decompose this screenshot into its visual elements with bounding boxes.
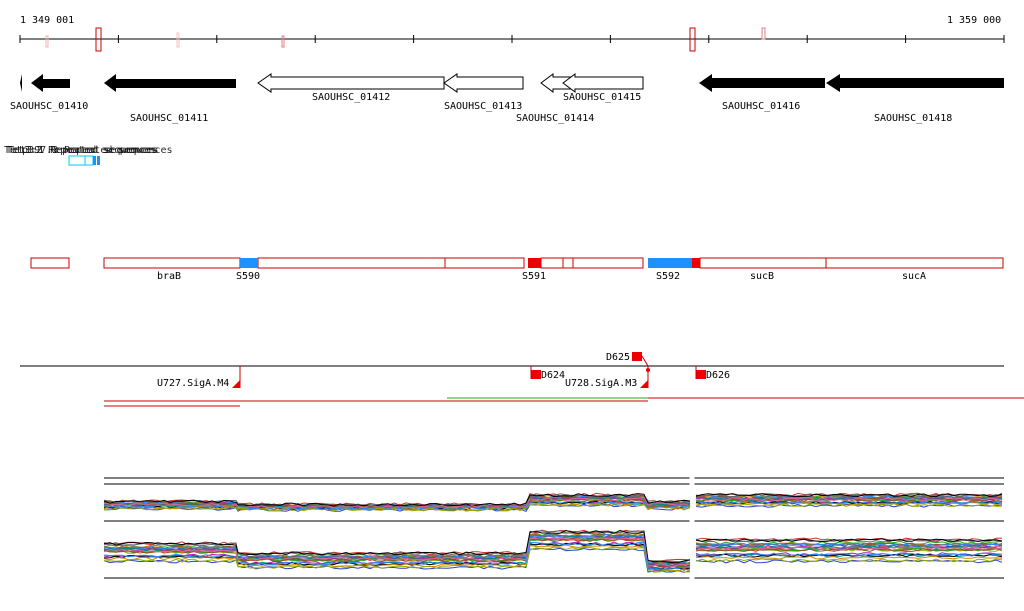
- gene-label-01413: SAOUHSC_01413: [444, 101, 522, 112]
- gene-fragment-icon: [20, 74, 22, 92]
- promoter-label-D624: D624: [541, 370, 565, 381]
- ruler-marker: [281, 35, 285, 48]
- ruler-marker: [45, 35, 49, 48]
- ruler-end-label: 1 359 000: [947, 15, 1001, 26]
- segment-box[interactable]: [30, 257, 70, 269]
- ruler-marker: [176, 32, 180, 48]
- expression-profile-line: [103, 493, 1003, 564]
- repeat-label: Tet3:1 Repeated sequences: [8, 145, 159, 156]
- segment-track: braB S590 S591 S592 sucB sucA: [30, 257, 1004, 282]
- ruler-ticks: [19, 35, 1005, 43]
- expression-profiles: [103, 492, 1003, 573]
- ruler-marker: [761, 27, 766, 40]
- gene-label-01412: SAOUHSC_01412: [312, 92, 390, 103]
- gene-track: SAOUHSC_01410 SAOUHSC_01411 SAOUHSC_0141…: [10, 73, 1004, 124]
- coordinate-ruler: 1 349 001 1 359 000: [19, 15, 1005, 52]
- segment-box[interactable]: [540, 257, 564, 269]
- segment-box[interactable]: [572, 257, 644, 269]
- gene-arrow-01411[interactable]: [104, 74, 236, 92]
- segment-box-braB[interactable]: [103, 257, 241, 269]
- repeat-region[interactable]: [84, 155, 94, 166]
- gene-label-01411: SAOUHSC_01411: [130, 113, 208, 124]
- promoter-D625[interactable]: [632, 352, 642, 361]
- ruler-marker: [95, 27, 102, 52]
- promoter-D626[interactable]: [696, 370, 706, 379]
- gene-label-01410: SAOUHSC_01410: [10, 101, 88, 112]
- transcript-track: [104, 397, 1024, 407]
- gene-arrow-01412[interactable]: [257, 73, 445, 93]
- segment-label-braB: braB: [157, 271, 181, 282]
- segment-box[interactable]: [562, 257, 574, 269]
- expression-profile-line: [103, 500, 1003, 571]
- repeat-label: Tetp397.3 Repeated sequences: [4, 145, 173, 156]
- repeat-region[interactable]: [97, 156, 100, 165]
- gene-label-01415: SAOUHSC_01415: [563, 92, 641, 103]
- promoter-M4-flag[interactable]: [232, 380, 240, 388]
- segment-box-sucB[interactable]: [699, 257, 827, 269]
- ruler-start-label: 1 349 001: [20, 15, 74, 26]
- expression-profile-line: [103, 502, 1003, 573]
- gene-label-01416: SAOUHSC_01416: [722, 101, 800, 112]
- segment-box[interactable]: [444, 257, 525, 269]
- segment-label-sucA: sucA: [902, 271, 926, 282]
- ruler-markers: [45, 27, 766, 52]
- repeat-region[interactable]: [68, 155, 86, 166]
- gene-arrow-01410[interactable]: [31, 74, 70, 92]
- segment-label-S591: S591: [522, 271, 546, 282]
- segment-box-sucA[interactable]: [825, 257, 1004, 269]
- gene-arrow-01415[interactable]: [562, 73, 644, 93]
- promoter-D625-tail: [641, 355, 649, 367]
- segment-S592-red[interactable]: [692, 258, 700, 268]
- expression-profile-line: [103, 497, 1003, 568]
- promoter-label-D625: D625: [606, 352, 630, 363]
- segment-S591[interactable]: [528, 258, 541, 268]
- promoter-label-D626: D626: [706, 370, 730, 381]
- segment-label-sucB: sucB: [750, 271, 774, 282]
- promoter-M3-dot: [646, 368, 650, 372]
- expression-frame: [104, 477, 1004, 579]
- ruler-marker: [689, 27, 696, 52]
- segment-S592[interactable]: [648, 258, 692, 268]
- promoter-D624[interactable]: [531, 370, 541, 379]
- gene-label-01414: SAOUHSC_01414: [516, 113, 594, 124]
- promoter-track: D625 D624 D626 U727.SigA.M4 U728.SigA.M3: [20, 352, 1004, 389]
- segment-label-S590: S590: [236, 271, 260, 282]
- promoter-M3-flag[interactable]: [640, 380, 648, 388]
- segment-S590[interactable]: [240, 258, 258, 268]
- repeat-label: Tet3:2 Repeated sequences: [6, 145, 157, 156]
- promoter-label-M3: U728.SigA.M3: [565, 378, 637, 389]
- gene-arrow-01413[interactable]: [443, 73, 524, 93]
- promoter-label-M4: U727.SigA.M4: [157, 378, 229, 389]
- repeat-track: Tetp397.3 Repeated sequences Tet3:2 Repe…: [4, 145, 173, 166]
- segment-box[interactable]: [257, 257, 446, 269]
- gene-label-01418: SAOUHSC_01418: [874, 113, 952, 124]
- expression-track: [103, 470, 1004, 590]
- gene-arrow-01416[interactable]: [699, 74, 825, 92]
- repeat-region[interactable]: [93, 156, 96, 165]
- segment-label-S592: S592: [656, 271, 680, 282]
- expression-profile-line: [103, 501, 1003, 572]
- gene-arrow-01418[interactable]: [826, 74, 1004, 92]
